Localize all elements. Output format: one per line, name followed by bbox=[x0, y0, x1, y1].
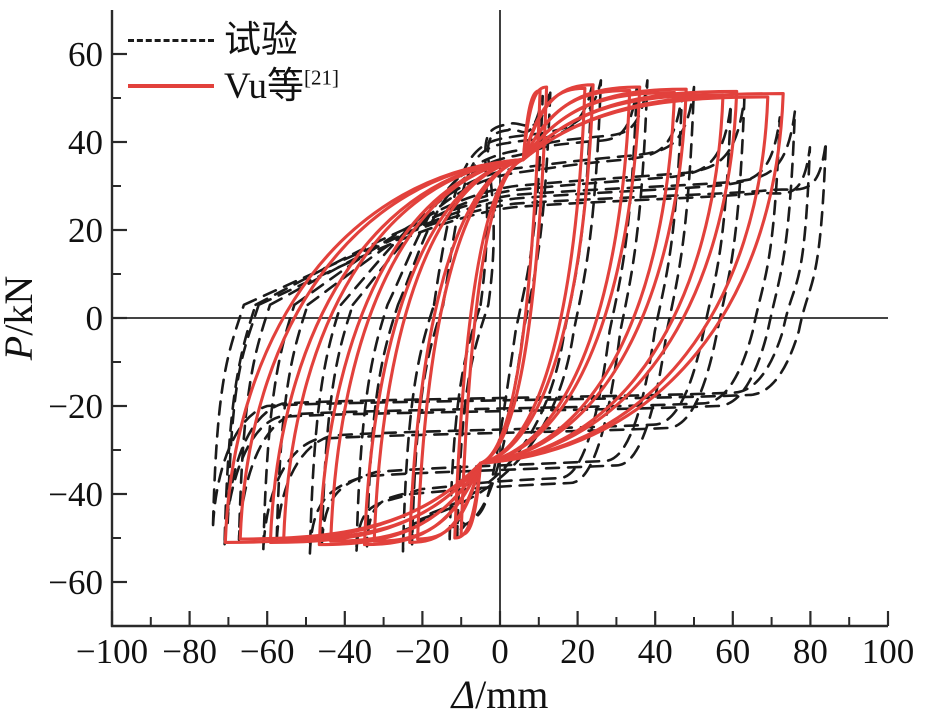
legend-test-line-sample bbox=[128, 38, 214, 42]
test-loop bbox=[456, 94, 544, 537]
x-tick-label: −80 bbox=[162, 632, 217, 671]
model-loop bbox=[238, 95, 770, 541]
test-loop bbox=[211, 140, 828, 531]
y-tick-label: −20 bbox=[48, 387, 103, 426]
test-loop bbox=[237, 116, 782, 542]
y-tick-label: 60 bbox=[68, 35, 103, 74]
x-tick-label: 80 bbox=[793, 632, 828, 671]
x-tick-label: 20 bbox=[560, 632, 595, 671]
legend-model-line-sample bbox=[128, 84, 214, 88]
y-tick-label: 20 bbox=[68, 211, 103, 250]
y-tick-label: 40 bbox=[68, 123, 103, 162]
legend-item-model: Vu等[21] bbox=[128, 64, 339, 108]
x-tick-label: −40 bbox=[317, 632, 372, 671]
x-tick-label: 0 bbox=[491, 632, 509, 671]
x-tick-label: −20 bbox=[395, 632, 450, 671]
x-tick-label: −100 bbox=[76, 632, 148, 671]
y-tick-label: −40 bbox=[48, 475, 103, 514]
model-loop bbox=[408, 83, 595, 544]
x-tick-label: 100 bbox=[862, 632, 915, 671]
x-tick-label: 40 bbox=[638, 632, 673, 671]
legend-item-test: 试验 bbox=[128, 18, 339, 62]
legend-model-label: Vu等[21] bbox=[224, 65, 339, 107]
y-tick-label: −60 bbox=[48, 563, 103, 602]
y-axis-title: P/kN bbox=[0, 276, 41, 361]
legend-test-label: 试验 bbox=[224, 19, 298, 61]
test-loop bbox=[320, 92, 684, 548]
x-axis-title: Δ/mm bbox=[450, 672, 549, 717]
x-tick-label: −60 bbox=[240, 632, 295, 671]
test-loop bbox=[410, 86, 593, 546]
x-tick-label: 60 bbox=[715, 632, 750, 671]
test-loop bbox=[262, 96, 746, 553]
chart-legend: 试验 Vu等[21] bbox=[128, 18, 339, 108]
test-loop bbox=[226, 146, 812, 525]
y-tick-label: 0 bbox=[86, 299, 104, 338]
